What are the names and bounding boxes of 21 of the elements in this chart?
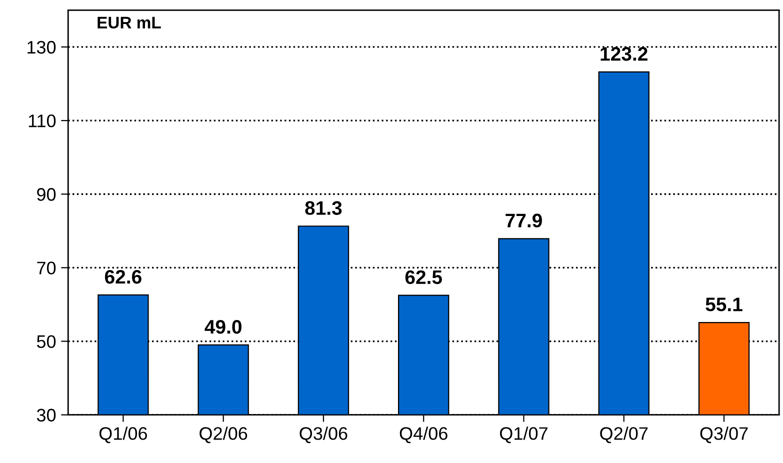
y-tick-label: 90 (37, 188, 56, 201)
annotation: EUR mL (98, 16, 161, 28)
x-tick-label: Q2/07 (600, 426, 648, 444)
data-label: 62.5 (405, 270, 442, 284)
y-tick-label: 30 (36, 408, 56, 422)
x-tick-label: Q4/06 (400, 426, 448, 444)
x-tick-label: Q2/06 (200, 426, 248, 444)
data-label: 62.6 (104, 270, 142, 284)
y-tick-label: 110 (28, 114, 56, 128)
data-label: 49.0 (204, 320, 242, 334)
data-label: 55.1 (706, 298, 742, 312)
data-label: 123.2 (600, 47, 648, 61)
y-tick-label: 70 (37, 262, 56, 274)
x-tick-label: Q1/07 (500, 426, 548, 444)
data-label: 81.3 (305, 201, 342, 215)
y-tick-label: 130 (28, 40, 56, 54)
x-tick-label: Q3/07 (700, 426, 748, 444)
x-tick-label: Q1/06 (99, 426, 147, 444)
y-tick-label: 50 (36, 335, 56, 348)
x-tick-label: Q3/06 (300, 426, 348, 444)
data-label: 77.9 (506, 214, 542, 228)
